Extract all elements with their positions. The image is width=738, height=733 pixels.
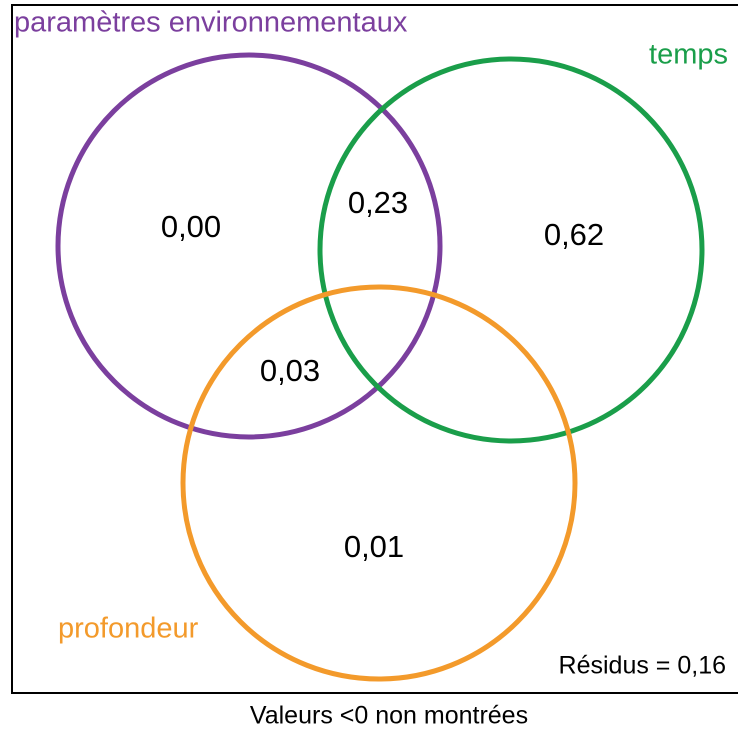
set-circle xyxy=(180,284,578,682)
region-value: 0,01 xyxy=(344,529,404,564)
residuals: Résidus = 0,16 xyxy=(559,652,726,680)
note: Valeurs <0 non montrées xyxy=(250,702,528,730)
set-label: temps xyxy=(649,39,728,71)
region-value: 0,03 xyxy=(260,353,320,388)
set-circle xyxy=(55,52,443,440)
set-circle xyxy=(317,56,705,444)
set-label: profondeur xyxy=(58,613,199,645)
frame xyxy=(11,4,738,694)
region-value: 0,23 xyxy=(348,185,408,220)
region-value: 0,62 xyxy=(544,217,604,252)
region-value: 0,00 xyxy=(161,209,221,244)
set-label: paramètres environnementaux xyxy=(14,7,408,39)
